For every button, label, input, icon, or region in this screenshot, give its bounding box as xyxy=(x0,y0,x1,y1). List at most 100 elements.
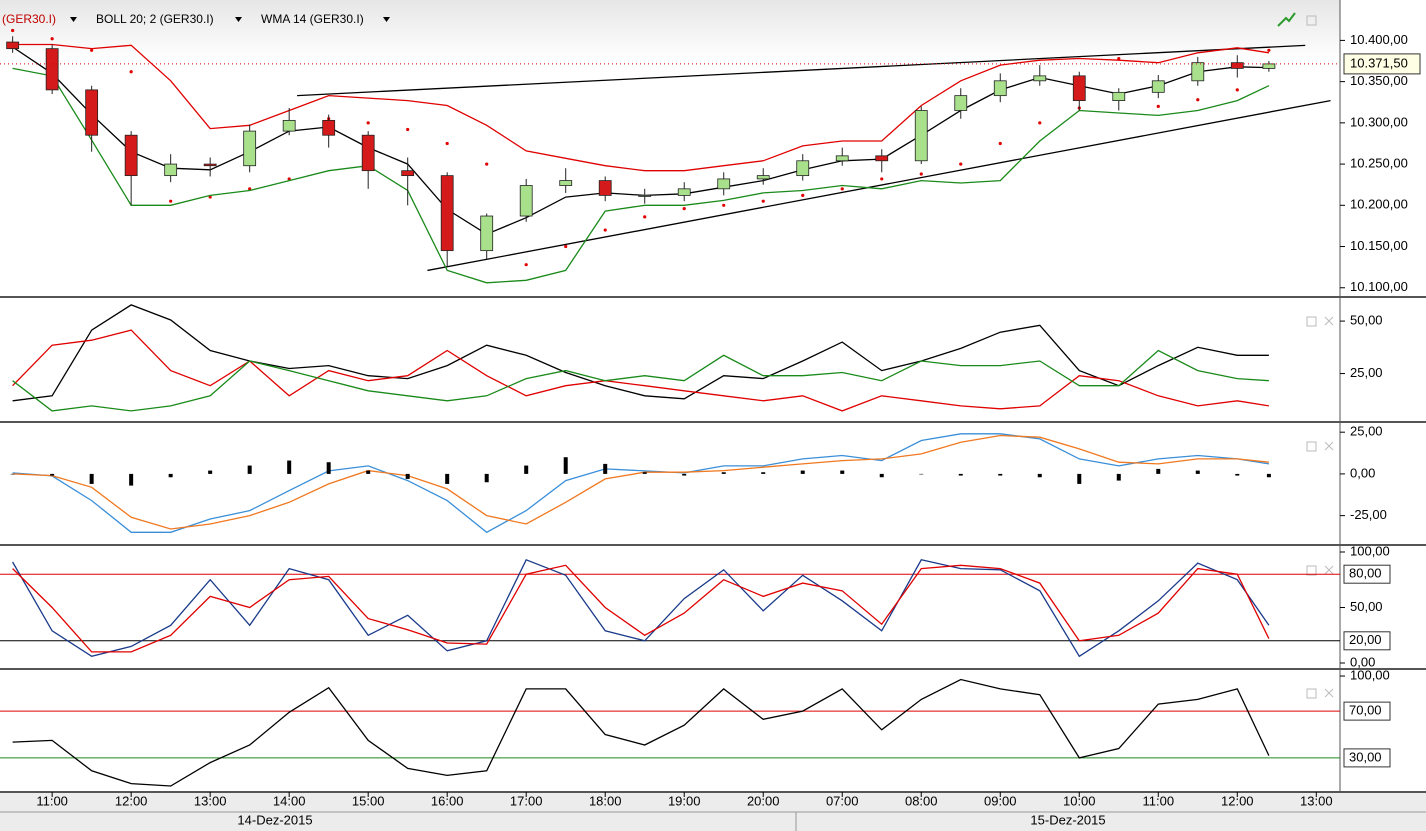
legend-entry[interactable]: (GER30.I) xyxy=(2,12,56,26)
restore-icon[interactable] xyxy=(1306,688,1317,699)
y-tick-label: -25,00 xyxy=(1350,507,1387,522)
x-tick-label: 07:00 xyxy=(826,793,859,808)
histogram-bar xyxy=(89,473,94,484)
histogram-bar xyxy=(879,473,884,478)
y-tick-label: 10.150,00 xyxy=(1350,238,1408,253)
candle-body xyxy=(480,215,494,252)
level-box xyxy=(1343,564,1391,584)
candle-body xyxy=(361,134,375,172)
histogram-bar xyxy=(168,473,173,478)
sar-dot xyxy=(90,48,94,52)
x-tick-label: 12:00 xyxy=(115,793,148,808)
x-tick-label: 11:00 xyxy=(36,793,68,808)
panel-shade xyxy=(0,0,1340,60)
y-tick-label: 50,00 xyxy=(1350,313,1383,328)
candle-body xyxy=(1033,75,1047,82)
sar-dot xyxy=(840,187,844,191)
date-label: 14-Dez-2015 xyxy=(237,812,312,827)
sar-dot xyxy=(564,244,568,249)
candle-body xyxy=(519,185,533,217)
trendline xyxy=(297,44,1306,97)
candle-body xyxy=(677,188,691,196)
restore-icon[interactable] xyxy=(1306,565,1317,576)
close-icon[interactable] xyxy=(1324,688,1334,698)
restore-icon[interactable] xyxy=(1306,441,1317,452)
dropdown-arrow[interactable] xyxy=(70,17,77,22)
candle-body xyxy=(993,80,1007,97)
histogram-bar xyxy=(840,470,845,474)
x-tick-label: 17:00 xyxy=(510,793,543,808)
y-tick-label: 25,00 xyxy=(1350,365,1383,380)
legend: (GER30.I) BOLL 20; 2 (GER30.I) WMA 14 (G… xyxy=(2,12,390,26)
y-tick-label: 10.400,00 xyxy=(1350,32,1408,47)
restore-icon[interactable] xyxy=(1306,316,1317,327)
histogram-bar xyxy=(563,457,568,474)
sar-dot xyxy=(1117,56,1121,61)
candle-body xyxy=(1151,80,1165,93)
last-price-label: 10.371,50 xyxy=(1350,55,1408,70)
histogram-bar xyxy=(50,473,55,476)
candle-body xyxy=(717,178,731,190)
level-label: 70,00 xyxy=(1349,703,1382,718)
histogram-bar xyxy=(761,472,766,474)
close-icon[interactable] xyxy=(1324,316,1334,326)
sar-dot xyxy=(1196,98,1200,102)
candle-body xyxy=(638,195,652,197)
x-tick-label: 12:00 xyxy=(1221,793,1254,808)
y-tick-label: 10.200,00 xyxy=(1350,197,1408,212)
candle-body xyxy=(6,41,20,50)
histogram-bar xyxy=(10,473,15,475)
legend-entry[interactable]: BOLL 20; 2 (GER30.I) xyxy=(96,12,214,26)
dropdown-arrow[interactable] xyxy=(235,17,242,22)
candle-body xyxy=(914,110,928,162)
restore-icon[interactable] xyxy=(1306,15,1317,26)
x-tick-label: 19:00 xyxy=(668,793,701,808)
candle-body xyxy=(440,175,454,252)
trendline xyxy=(427,99,1331,272)
x-tick-label: 09:00 xyxy=(984,793,1017,808)
candle-body xyxy=(835,155,849,162)
dropdown-arrow[interactable] xyxy=(383,17,390,22)
sar-dot xyxy=(524,263,528,267)
x-tick-label: 14:00 xyxy=(273,793,306,808)
candle-body xyxy=(124,134,138,177)
trend-icon[interactable] xyxy=(1277,12,1296,27)
histogram-bar xyxy=(1077,473,1082,484)
x-tick-label: 15:00 xyxy=(352,793,385,808)
legend-entry[interactable]: WMA 14 (GER30.I) xyxy=(261,12,364,26)
last-price-box xyxy=(1343,53,1421,75)
x-tick-label: 16:00 xyxy=(431,793,464,808)
y-tick-label: 50,00 xyxy=(1350,599,1383,614)
histogram-bar xyxy=(958,473,963,476)
histogram-bar xyxy=(445,473,450,484)
sar-dot xyxy=(129,70,133,74)
indicator-line xyxy=(12,558,1270,658)
candle-body xyxy=(1072,75,1086,101)
candle-body xyxy=(243,130,257,167)
histogram-bar xyxy=(366,470,371,474)
sar-dot xyxy=(959,162,963,166)
sar-dot xyxy=(248,187,252,191)
candle-body xyxy=(796,160,810,177)
candle-body xyxy=(598,180,612,196)
sar-dot xyxy=(1267,48,1271,52)
histogram-bar xyxy=(208,470,213,474)
sar-dot xyxy=(50,37,54,41)
sar-dot xyxy=(722,203,726,207)
x-tick-label: 20:00 xyxy=(747,793,780,808)
y-tick-label: 25,00 xyxy=(1350,424,1383,439)
histogram-bar xyxy=(524,465,529,474)
x-tick-label: 18:00 xyxy=(589,793,622,808)
sar-dot xyxy=(366,121,370,125)
candle-body xyxy=(203,163,217,167)
y-tick-label: 10.300,00 xyxy=(1350,114,1408,129)
close-icon[interactable] xyxy=(1324,441,1334,451)
sar-dot xyxy=(485,162,489,166)
histogram-bar xyxy=(1037,473,1042,478)
candle-body xyxy=(875,155,889,162)
sar-dot xyxy=(287,177,291,181)
close-icon[interactable] xyxy=(1324,565,1334,575)
candle-body xyxy=(1191,62,1205,82)
